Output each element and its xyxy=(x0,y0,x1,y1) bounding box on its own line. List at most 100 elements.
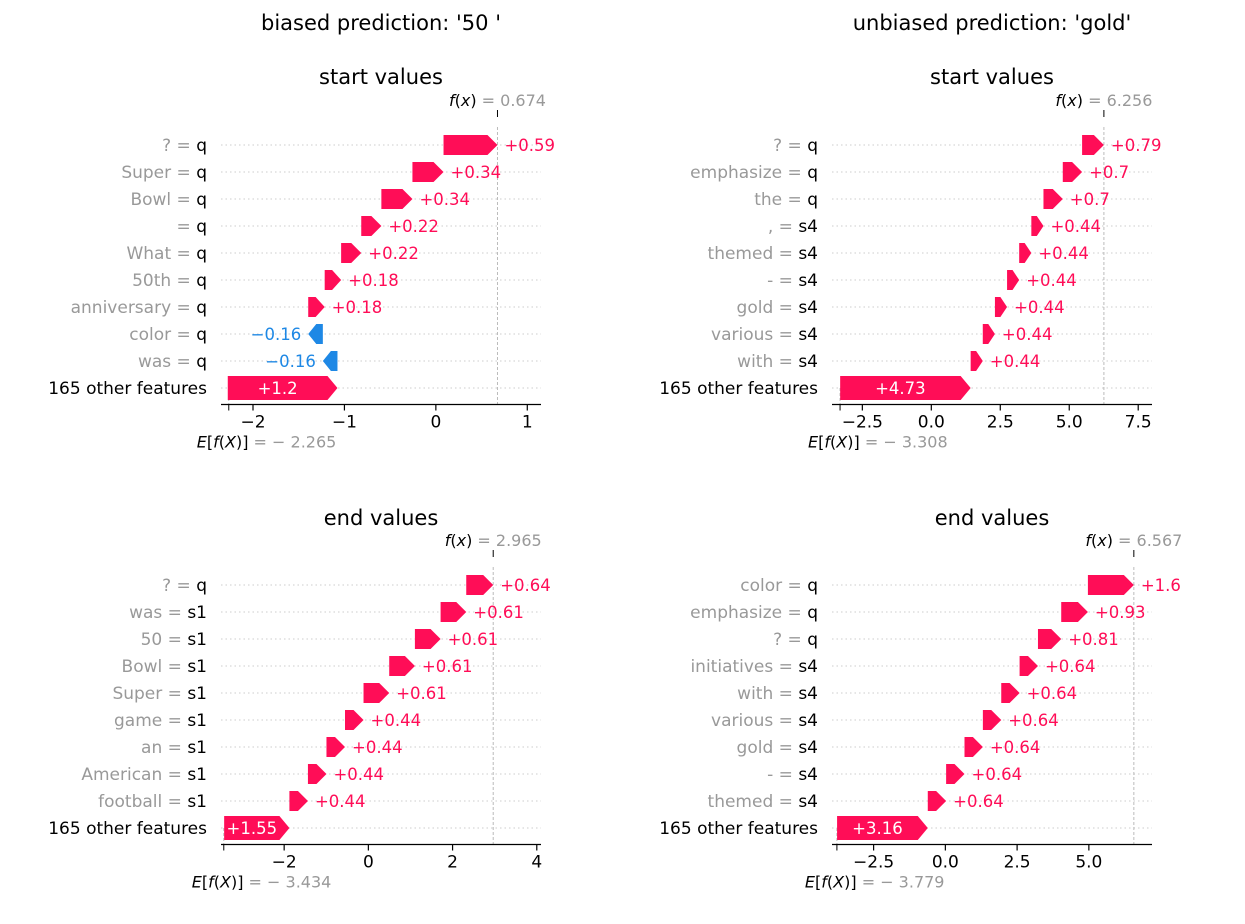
x-tick-label: 4 xyxy=(531,853,542,873)
shap-bar xyxy=(363,683,390,703)
feature-equals: = xyxy=(788,630,808,650)
shap-value-label: +0.7 xyxy=(1089,163,1129,182)
feature-equals: = xyxy=(779,792,799,812)
ex-label: E[f(X)] = − 2.265 xyxy=(197,433,337,452)
feature-value: s4 xyxy=(798,711,818,731)
feature-value: q xyxy=(196,576,207,596)
feature-label: Super = s1 xyxy=(112,684,207,704)
shap-bar xyxy=(964,737,983,757)
shap-bar xyxy=(1082,135,1104,155)
feature-label: American = s1 xyxy=(81,765,207,785)
feature-value: s1 xyxy=(187,684,207,704)
feature-equals: = xyxy=(168,603,188,623)
shap-bar xyxy=(1019,656,1038,676)
shap-value-label: +0.34 xyxy=(419,190,470,209)
feature-label: Bowl = q xyxy=(130,190,207,210)
shap-bar xyxy=(361,216,382,236)
shap-value-label: +0.44 xyxy=(315,792,366,811)
shap-bar xyxy=(341,243,362,263)
feature-name: was xyxy=(129,603,168,623)
feature-label: emphasize = q xyxy=(690,163,818,183)
feature-name: color xyxy=(740,576,787,596)
feature-name: ? xyxy=(773,136,787,156)
feature-value: s1 xyxy=(187,738,207,758)
shap-value-label: +0.61 xyxy=(448,630,499,649)
feature-name: game xyxy=(114,711,168,731)
shap-value-label: +0.64 xyxy=(972,765,1023,784)
x-tick-label: −1 xyxy=(332,413,357,433)
feature-value: q xyxy=(196,325,207,345)
feature-value: q xyxy=(807,630,818,650)
feature-equals: = xyxy=(779,352,799,372)
feature-name: anniversary xyxy=(71,298,172,318)
feature-name: ? xyxy=(773,630,787,650)
shap-value-label: +3.16 xyxy=(852,819,903,838)
x-tick-label: 0 xyxy=(363,853,374,873)
feature-label: emphasize = q xyxy=(690,603,818,623)
feature-label: 165 other features xyxy=(48,819,207,839)
shap-value-label: +0.44 xyxy=(1038,244,1089,263)
feature-equals: = xyxy=(779,765,799,785)
feature-label: 165 other features xyxy=(48,379,207,399)
feature-label: football = s1 xyxy=(98,792,207,812)
fx-value: 6.256 xyxy=(1107,91,1153,110)
feature-value: s1 xyxy=(187,711,207,731)
feature-name: 165 other features xyxy=(48,379,207,399)
feature-equals: = xyxy=(177,576,197,596)
feature-value: q xyxy=(807,576,818,596)
x-tick-label: 5.0 xyxy=(1056,413,1083,433)
feature-equals: = xyxy=(788,190,808,210)
shap-bar xyxy=(389,656,415,676)
shap-value-label: +0.64 xyxy=(500,576,551,595)
shap-bar xyxy=(412,162,444,182)
feature-name: Bowl xyxy=(122,657,168,677)
x-tick-label: 2.5 xyxy=(987,413,1014,433)
feature-equals: = xyxy=(168,792,188,812)
column-title-biased: biased prediction: '50 ' xyxy=(261,11,501,35)
shap-bar xyxy=(982,324,995,344)
column-title-unbiased: unbiased prediction: 'gold' xyxy=(853,11,1132,35)
feature-value: q xyxy=(196,244,207,264)
x-tick-label: 2 xyxy=(447,853,458,873)
feature-label: , = s4 xyxy=(768,217,818,237)
shap-bar xyxy=(982,710,1002,730)
feature-value: s4 xyxy=(798,244,818,264)
shap-bar xyxy=(994,297,1008,317)
feature-equals: = xyxy=(788,603,808,623)
feature-label: was = q xyxy=(138,352,207,372)
x-tick-label: 0.0 xyxy=(918,413,945,433)
feature-label: = q xyxy=(177,217,207,237)
feature-name: various xyxy=(711,325,779,345)
shap-bar xyxy=(466,575,494,595)
feature-value: q xyxy=(807,136,818,156)
feature-name: 165 other features xyxy=(659,819,818,839)
feature-value: q xyxy=(196,217,207,237)
shap-value-label: +0.18 xyxy=(332,298,383,317)
feature-equals: = xyxy=(788,576,808,596)
feature-equals: = xyxy=(168,765,188,785)
feature-value: q xyxy=(196,352,207,372)
feature-value: s1 xyxy=(187,792,207,812)
feature-name: themed xyxy=(708,792,779,812)
feature-label: - = s4 xyxy=(767,765,818,785)
shap-bar xyxy=(308,297,325,317)
shap-value-label: −0.16 xyxy=(251,325,302,344)
feature-value: s4 xyxy=(798,738,818,758)
feature-name: 165 other features xyxy=(659,379,818,399)
feature-name: the xyxy=(754,190,787,210)
feature-label: color = q xyxy=(740,576,818,596)
feature-value: s4 xyxy=(798,217,818,237)
x-tick-label: 5.0 xyxy=(1075,853,1102,873)
shap-value-label: +0.44 xyxy=(990,352,1041,371)
feature-name: with xyxy=(737,684,778,704)
feature-value: s4 xyxy=(798,765,818,785)
feature-label: ? = q xyxy=(162,136,207,156)
shap-value-label: +0.44 xyxy=(1002,325,1053,344)
feature-label: 165 other features xyxy=(659,819,818,839)
feature-equals: = xyxy=(177,217,197,237)
shap-bar xyxy=(308,324,323,344)
